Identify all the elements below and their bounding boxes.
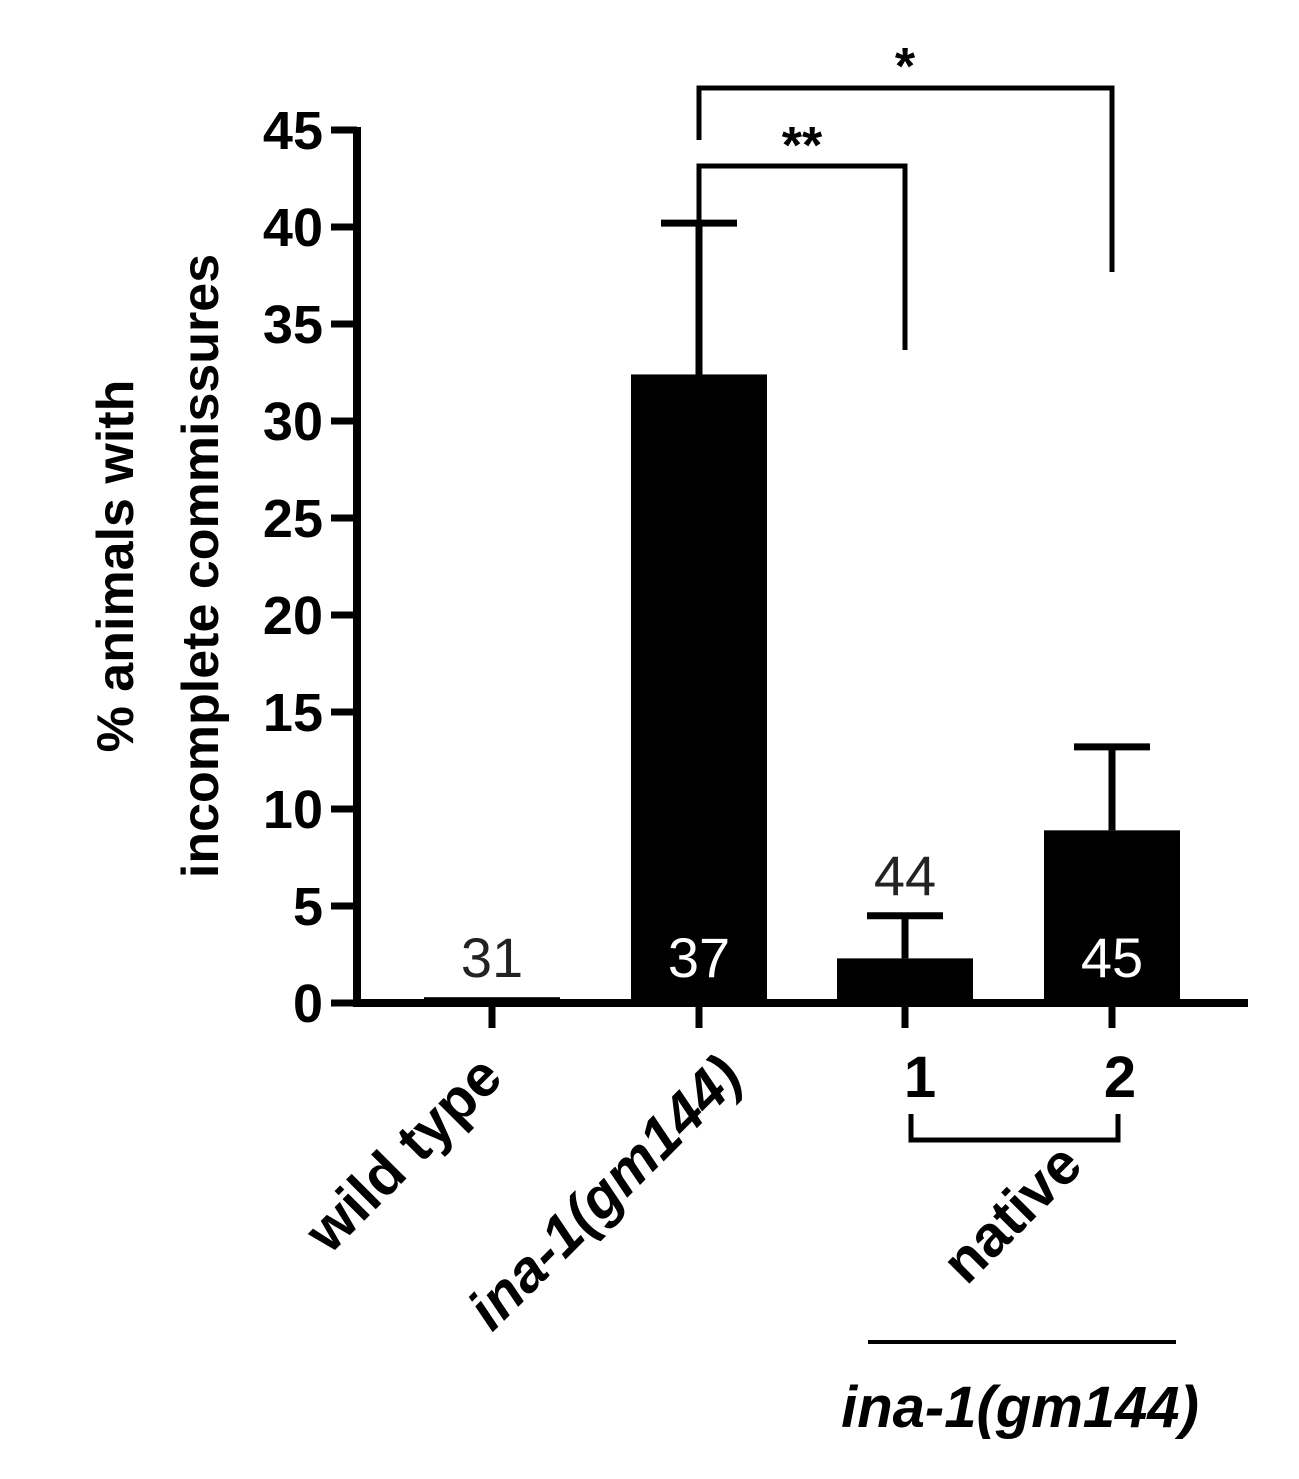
y-axis: 0 5 10 15 20 25 30 35 40 45 bbox=[263, 101, 361, 1034]
error-bars bbox=[661, 219, 1150, 959]
genotype-label: ina-1(gm144) bbox=[841, 1375, 1199, 1440]
n-label-3: 45 bbox=[1081, 926, 1143, 989]
y-tick-label-30: 30 bbox=[263, 392, 323, 452]
y-tick-label-45: 45 bbox=[263, 101, 323, 161]
y-tick-label-0: 0 bbox=[293, 974, 323, 1034]
y-axis-title-line-1: % animals with bbox=[87, 380, 145, 753]
sig-bracket-double bbox=[696, 163, 908, 350]
y-tick-label-20: 20 bbox=[263, 586, 323, 646]
y-tick-label-25: 25 bbox=[263, 489, 323, 549]
y-axis-title-line-2: incomplete commissures bbox=[172, 254, 230, 878]
y-tick-label-35: 35 bbox=[263, 295, 323, 355]
bar-3 bbox=[1044, 830, 1180, 1003]
n-label-2: 44 bbox=[874, 844, 936, 907]
sig-label-double: ** bbox=[782, 117, 823, 175]
sig-bracket-single bbox=[696, 85, 1115, 272]
n-label-0: 31 bbox=[461, 926, 523, 989]
y-tick-label-15: 15 bbox=[263, 683, 323, 743]
n-label-1: 37 bbox=[668, 926, 730, 989]
group-annotation: native ina-1(gm144) bbox=[841, 1114, 1199, 1440]
bar-1 bbox=[631, 374, 767, 1003]
bars bbox=[424, 374, 1180, 1003]
y-tick-label-10: 10 bbox=[263, 780, 323, 840]
n-labels: 31 37 44 45 bbox=[461, 844, 1143, 989]
sig-label-single: * bbox=[895, 38, 916, 96]
x-label-wild-type: wild type bbox=[292, 1043, 514, 1265]
native-bracket bbox=[908, 1114, 1121, 1143]
x-label-1: 1 bbox=[904, 1045, 936, 1110]
y-tick-label-5: 5 bbox=[293, 877, 323, 937]
significance-brackets: *** bbox=[696, 38, 1115, 350]
x-label-2: 2 bbox=[1104, 1045, 1136, 1110]
bar-2 bbox=[837, 958, 973, 1003]
y-tick-label-40: 40 bbox=[263, 198, 323, 258]
native-label: native bbox=[930, 1131, 1095, 1296]
